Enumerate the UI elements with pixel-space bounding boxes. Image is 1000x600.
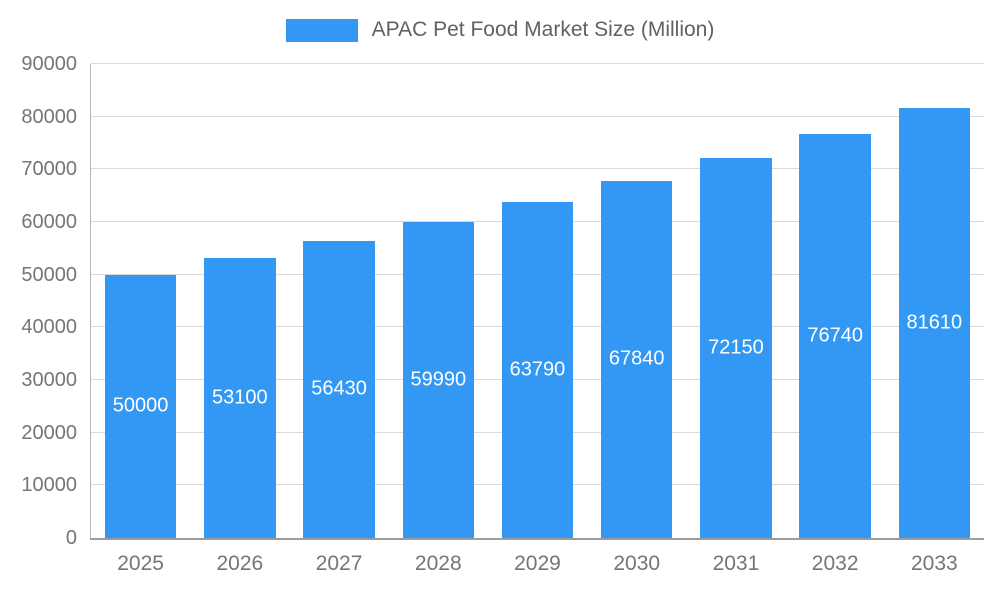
bar-2025[interactable]: 50000 <box>104 274 177 538</box>
x-axis-tick-label: 2026 <box>216 552 264 575</box>
bar-slot: 56430 2027 <box>289 64 388 575</box>
x-axis-tick-label: 2028 <box>414 552 462 575</box>
bar-2029[interactable]: 63790 <box>501 202 574 538</box>
legend-label: APAC Pet Food Market Size (Million) <box>371 18 715 41</box>
bar-2028[interactable]: 59990 <box>402 222 474 538</box>
bar-value-label: 81610 <box>906 311 963 334</box>
bar-slot: 59990 2028 <box>389 64 488 575</box>
bar-slot: 76740 2032 <box>786 64 885 575</box>
gridline <box>91 115 984 117</box>
y-axis-tick-label: 60000 <box>21 211 77 234</box>
bar-2031[interactable]: 72150 <box>700 158 772 538</box>
bar-value-label: 50000 <box>112 394 169 417</box>
bar-value-label: 63790 <box>509 358 566 381</box>
x-axis-tick-label: 2027 <box>315 552 363 575</box>
bar-value-label: 67840 <box>608 347 665 370</box>
x-axis-tick-label: 2025 <box>117 552 164 575</box>
x-axis-tick-label: 2029 <box>514 552 561 575</box>
y-axis-tick-label: 30000 <box>21 369 77 392</box>
y-axis-tick-label: 0 <box>65 527 77 549</box>
y-axis-tick-label: 40000 <box>21 316 77 339</box>
bar-slot: 53100 2026 <box>190 64 289 575</box>
x-axis-tick-label: 2030 <box>613 552 661 575</box>
bar-2026[interactable]: 53100 <box>204 258 276 538</box>
y-axis-tick-label: 80000 <box>21 105 77 128</box>
bar-value-label: 72150 <box>708 336 764 359</box>
bar-2030[interactable]: 67840 <box>600 180 673 538</box>
legend[interactable]: APAC Pet Food Market Size (Million) <box>0 16 1000 44</box>
bar-value-label: 56430 <box>311 377 367 400</box>
gridline <box>91 63 984 64</box>
bar-slot: 72150 2031 <box>686 64 785 575</box>
bar-slot: 63790 2029 <box>488 64 587 575</box>
gridline <box>91 168 984 170</box>
bar-2033[interactable]: 81610 <box>898 108 971 538</box>
x-axis-tick-label: 2032 <box>811 552 859 575</box>
x-axis-tick-label: 2031 <box>712 552 760 575</box>
bar-slot: 50000 2025 <box>91 64 190 575</box>
y-axis-tick-label: 70000 <box>21 158 77 181</box>
y-axis-tick-label: 10000 <box>21 474 77 497</box>
bar-2027[interactable]: 56430 <box>303 240 375 538</box>
bar-2032[interactable]: 76740 <box>799 133 871 538</box>
bar-value-label: 53100 <box>212 386 268 409</box>
x-axis-tick-label: 2033 <box>911 552 958 575</box>
bar-value-label: 59990 <box>410 368 467 391</box>
plot-area: 50000 2025 53100 2026 56430 2027 59990 2028 6379… <box>21 54 984 575</box>
y-axis-tick-label: 90000 <box>21 53 77 75</box>
y-axis-tick-label: 50000 <box>21 263 77 286</box>
bar-slot: 67840 2030 <box>587 64 686 575</box>
bar-value-label: 76740 <box>807 324 863 347</box>
bar-slot: 81610 2033 <box>885 64 984 575</box>
bars-container: 50000 2025 53100 2026 56430 2027 59990 2028 6379… <box>91 64 984 575</box>
legend-swatch <box>285 18 358 42</box>
y-axis-tick-label: 20000 <box>21 421 77 444</box>
